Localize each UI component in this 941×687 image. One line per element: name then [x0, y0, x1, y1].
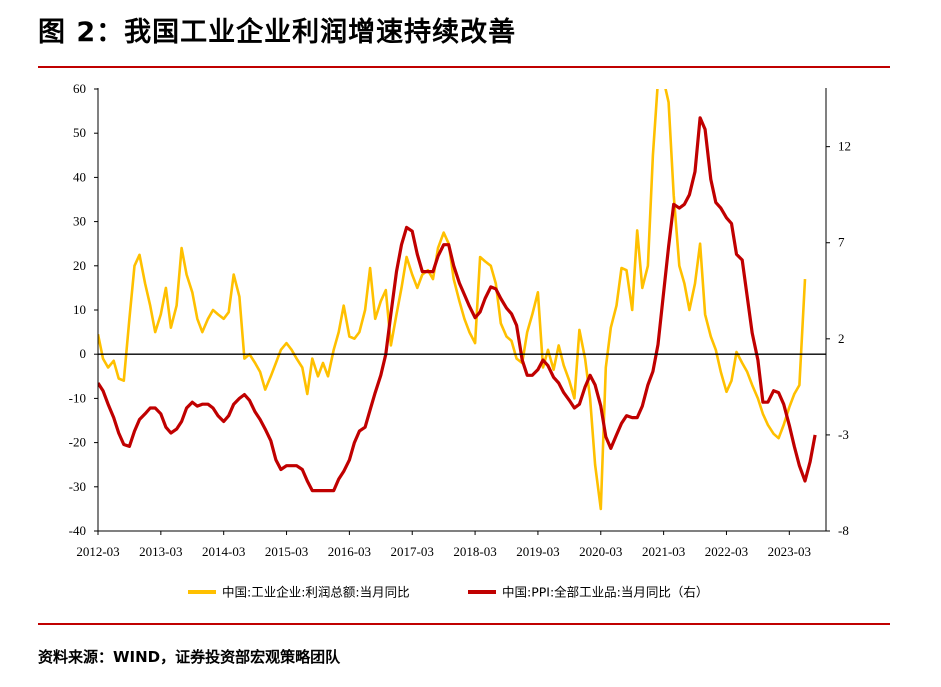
left-tick-label: 40 [73, 169, 86, 184]
right-tick-label: -8 [838, 523, 849, 538]
left-tick-label: 0 [80, 346, 87, 361]
series-line-ppi [98, 116, 817, 493]
x-tick-label: 2016-03 [328, 544, 371, 559]
x-tick-label: 2015-03 [265, 544, 308, 559]
left-tick-label: -40 [69, 523, 86, 538]
right-tick-label: -3 [838, 427, 849, 442]
left-tick-label: 50 [73, 125, 86, 140]
x-tick-label: 2019-03 [516, 544, 559, 559]
footer-divider [38, 623, 890, 625]
right-tick-label: 2 [838, 331, 845, 346]
x-tick-label: 2013-03 [139, 544, 182, 559]
left-tick-label: 60 [73, 81, 86, 96]
left-tick-label: 30 [73, 214, 86, 229]
page-title: 图 2：我国工业企业利润增速持续改善 [38, 17, 517, 48]
x-tick-label: 2017-03 [391, 544, 434, 559]
title-divider [38, 66, 890, 68]
x-tick-label: 2023-03 [768, 544, 811, 559]
legend-label: 中国:工业企业:利润总额:当月同比 [222, 585, 410, 600]
x-tick-label: 2020-03 [579, 544, 622, 559]
left-tick-label: -10 [69, 390, 86, 405]
left-tick-label: 20 [73, 258, 86, 273]
right-tick-label: 7 [838, 235, 845, 250]
right-tick-label: 12 [838, 139, 851, 154]
source-note: 资料来源：WIND，证券投资部宏观策略团队 [38, 648, 341, 666]
x-tick-label: 2022-03 [705, 544, 748, 559]
x-tick-label: 2014-03 [202, 544, 245, 559]
x-tick-label: 2021-03 [642, 544, 685, 559]
left-tick-label: -20 [69, 435, 86, 450]
legend-label: 中国:PPI:全部工业品:当月同比（右） [502, 585, 708, 600]
left-tick-label: -30 [69, 479, 86, 494]
x-tick-label: 2018-03 [453, 544, 496, 559]
x-tick-label: 2012-03 [76, 544, 119, 559]
line-chart: -40 -30 -20 -10 0 10 20 30 40 50 60 -8 -3 2 7 12 2012-03… [69, 81, 851, 600]
left-tick-label: 10 [73, 302, 86, 317]
